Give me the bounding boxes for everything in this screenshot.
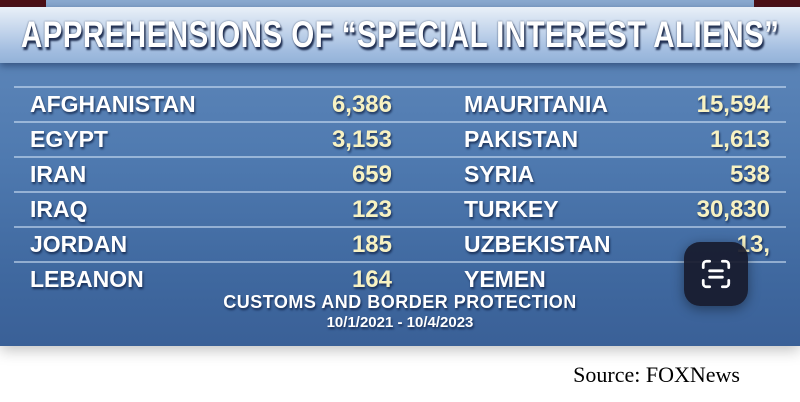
value-cell: 30,830 — [696, 195, 770, 223]
table-row: AFGHANISTAN 6,386 MAURITANIA 15,594 — [14, 86, 786, 121]
country-cell: IRAQ — [30, 196, 88, 222]
country-cell: MAURITANIA — [464, 91, 608, 117]
country-cell: UZBEKISTAN — [464, 231, 611, 257]
country-cell: YEMEN — [464, 266, 546, 292]
value-cell: 123 — [351, 195, 392, 223]
value-cell: 6,386 — [331, 90, 392, 118]
page-title: APPREHENSIONS OF “SPECIAL INTEREST ALIEN… — [20, 14, 780, 55]
country-cell: SYRIA — [464, 161, 535, 187]
value-cell: 164 — [351, 265, 392, 293]
country-cell: IRAN — [30, 161, 87, 187]
table-row: LEBANON 164 YEMEN — [14, 261, 786, 296]
source-caption: Source: FOXNews — [573, 362, 740, 387]
country-cell: AFGHANISTAN — [30, 91, 196, 117]
value-cell: 1,613 — [709, 125, 770, 153]
value-cell: 3,153 — [331, 125, 392, 153]
country-cell: TURKEY — [464, 196, 559, 222]
table-row: IRAQ 123 TURKEY 30,830 — [14, 191, 786, 226]
country-cell: JORDAN — [30, 231, 128, 257]
country-cell: LEBANON — [30, 266, 144, 292]
country-cell: EGYPT — [30, 126, 108, 152]
value-cell: 538 — [729, 160, 770, 188]
value-cell: 185 — [351, 230, 392, 258]
table-row: EGYPT 3,153 PAKISTAN 1,613 — [14, 121, 786, 156]
value-cell: 659 — [351, 160, 392, 188]
footer-attribution: CUSTOMS AND BORDER PROTECTION — [223, 292, 577, 312]
title-banner: APPREHENSIONS OF “SPECIAL INTEREST ALIEN… — [0, 7, 800, 63]
scan-button[interactable] — [684, 242, 748, 306]
table-row: IRAN 659 SYRIA 538 — [14, 156, 786, 191]
tv-news-graphic: APPREHENSIONS OF “SPECIAL INTEREST ALIEN… — [0, 0, 800, 346]
data-table: AFGHANISTAN 6,386 MAURITANIA 15,594 EGYP… — [14, 86, 786, 296]
scan-text-icon — [699, 257, 733, 291]
country-cell: PAKISTAN — [464, 126, 579, 152]
footer-date-range: 10/1/2021 - 10/4/2023 — [326, 314, 474, 331]
value-cell: 15,594 — [696, 90, 770, 118]
table-row: JORDAN 185 UZBEKISTAN 13, — [14, 226, 786, 261]
